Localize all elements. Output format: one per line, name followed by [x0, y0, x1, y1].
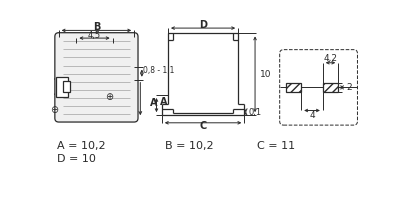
Text: D: D [199, 20, 207, 30]
Text: 4,5: 4,5 [88, 31, 101, 40]
Text: 4: 4 [309, 111, 315, 120]
Text: D = 10: D = 10 [57, 154, 96, 164]
Text: B = 10,2: B = 10,2 [165, 141, 214, 151]
FancyBboxPatch shape [55, 33, 138, 122]
Text: C = 11: C = 11 [257, 141, 296, 151]
Text: 0,8 - 1,1: 0,8 - 1,1 [144, 66, 175, 75]
Text: A: A [150, 98, 157, 108]
Text: 10: 10 [260, 70, 271, 79]
Bar [323, 83, 338, 92]
Text: ⊖: ⊖ [50, 105, 58, 116]
Text: A = 10,2: A = 10,2 [57, 141, 106, 151]
Text: B: B [93, 22, 100, 32]
Text: A: A [160, 97, 167, 107]
Text: 4,2: 4,2 [324, 54, 338, 63]
Bar [56, 77, 68, 97]
Text: C: C [200, 121, 207, 131]
Bar [286, 83, 301, 92]
Text: ⊕: ⊕ [105, 92, 113, 102]
Text: 2: 2 [346, 83, 352, 92]
Text: 0,1: 0,1 [248, 107, 261, 117]
Bar [62, 81, 70, 92]
